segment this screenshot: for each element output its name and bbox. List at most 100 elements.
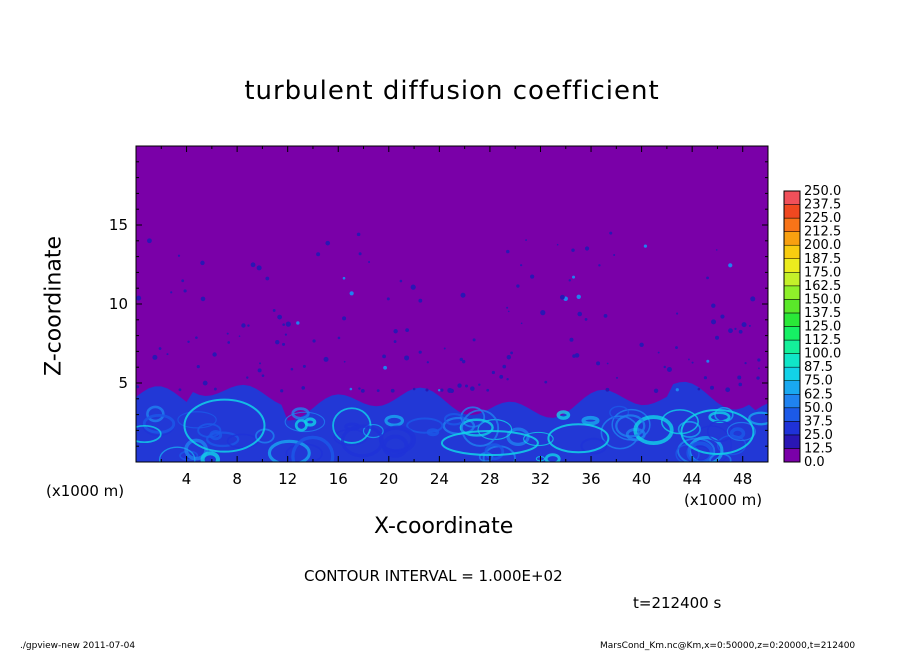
turbulent-patch xyxy=(342,276,346,280)
turbulent-patch xyxy=(530,274,535,279)
turbulent-patch xyxy=(412,387,416,391)
colorbar-swatch xyxy=(783,326,801,341)
turbulent-patch xyxy=(226,332,229,335)
turbulent-patch xyxy=(663,365,666,369)
colorbar-swatch xyxy=(783,339,801,354)
turbulent-patch xyxy=(282,342,286,346)
turbulent-patch xyxy=(376,389,380,393)
turbulent-patch xyxy=(605,387,610,392)
turbulent-patch xyxy=(256,265,262,271)
turbulent-patch xyxy=(603,313,608,318)
turbulent-patch xyxy=(750,296,756,302)
turbulent-patch xyxy=(195,336,198,339)
turbulent-patch xyxy=(178,388,182,392)
eddy xyxy=(547,423,610,454)
turbulent-patch xyxy=(418,350,422,354)
footer-right: MarsCond_Km.nc@Km,x=0:50000,z=0:20000,t=… xyxy=(600,641,856,651)
x-unit-label-left: (x1000 m) xyxy=(46,482,125,500)
turbulent-patch xyxy=(734,327,737,330)
eddy xyxy=(440,430,539,457)
colorbar-label: 0.0 xyxy=(804,455,825,470)
turbulence-swirl xyxy=(197,423,222,438)
turbulent-patch xyxy=(460,292,466,298)
turbulent-patch xyxy=(715,249,718,251)
colorbar-label: 37.5 xyxy=(804,414,833,429)
turbulent-patch xyxy=(556,243,559,246)
turbulent-patch xyxy=(560,294,565,300)
turbulent-patch xyxy=(323,356,329,362)
colorbar-label: 137.5 xyxy=(804,306,841,321)
turbulent-patch xyxy=(257,368,262,373)
turbulent-patch xyxy=(382,354,386,359)
turbulent-patch xyxy=(748,324,751,327)
colorbar-swatch xyxy=(783,312,801,327)
turbulent-patch xyxy=(506,306,509,309)
colorbar-swatch xyxy=(783,258,801,273)
turbulent-patch xyxy=(572,354,576,358)
turbulence-swirl xyxy=(729,427,746,440)
turbulent-patch xyxy=(715,335,720,340)
turbulent-patch xyxy=(386,297,390,301)
turbulent-patch xyxy=(280,389,284,393)
turbulent-patch xyxy=(615,376,618,379)
turbulent-patch xyxy=(152,354,158,360)
turbulent-patch xyxy=(290,367,294,371)
colorbar-frame xyxy=(783,190,801,463)
turbulent-patch xyxy=(426,361,429,364)
turbulent-patch xyxy=(284,333,288,336)
turbulent-patch xyxy=(342,316,347,321)
colorbar-swatch xyxy=(783,421,801,436)
turbulent-patch xyxy=(265,276,270,281)
turbulent-patch xyxy=(568,279,571,282)
turbulent-patch xyxy=(691,361,694,364)
turbulent-patch xyxy=(744,362,747,365)
turbulent-patch xyxy=(399,279,403,283)
turbulence-swirl xyxy=(340,424,384,458)
turbulence-swirl xyxy=(267,439,311,462)
colorbar-swatch xyxy=(783,434,801,449)
turbulent-patch xyxy=(147,238,152,244)
turbulent-patch xyxy=(368,261,371,264)
turbulence-swirl xyxy=(159,446,196,462)
turbulent-patch xyxy=(486,388,490,392)
turbulence-swirl xyxy=(362,423,384,439)
turbulent-patch xyxy=(571,248,575,252)
colorbar-label: 62.5 xyxy=(804,387,833,402)
colorbar-swatch xyxy=(783,366,801,381)
turbulent-patch xyxy=(312,339,316,343)
turbulent-patch xyxy=(506,378,509,381)
turbulent-patch xyxy=(425,388,429,392)
turbulence-swirl xyxy=(615,414,646,438)
turbulent-patch xyxy=(356,232,361,237)
x-tick-label: 48 xyxy=(733,470,752,488)
eddy xyxy=(183,398,266,453)
turbulent-patch xyxy=(657,351,660,354)
turbulent-patch xyxy=(728,263,733,268)
colorbar-label: 75.0 xyxy=(804,374,833,389)
turbulent-patch xyxy=(576,294,581,299)
turbulent-patch xyxy=(569,337,574,342)
colorbar-swatch xyxy=(783,407,801,422)
turbulent-patch xyxy=(706,359,710,363)
turbulent-patch xyxy=(302,364,306,368)
turbulent-patch xyxy=(383,365,387,370)
turbulent-patch xyxy=(653,388,659,393)
turbulent-patch xyxy=(418,298,423,303)
turbulent-patch xyxy=(596,361,601,366)
turbulent-patch xyxy=(238,335,241,337)
turbulent-patch xyxy=(737,375,742,380)
colorbar-swatch xyxy=(783,272,801,287)
colorbar-swatch xyxy=(783,217,801,232)
turbulent-patch xyxy=(507,310,510,313)
time-stamp: t=212400 s xyxy=(633,594,722,612)
x-tick-label: 24 xyxy=(430,470,449,488)
turbulence-swirl xyxy=(726,421,756,442)
colorbar-label: 225.0 xyxy=(804,211,841,226)
turbulence-swirl xyxy=(443,413,465,426)
turbulent-patch xyxy=(472,338,476,342)
turbulent-patch xyxy=(343,360,346,363)
x-tick-label: 40 xyxy=(632,470,651,488)
colorbar-label: 87.5 xyxy=(804,360,833,375)
turbulent-patch xyxy=(457,383,462,388)
